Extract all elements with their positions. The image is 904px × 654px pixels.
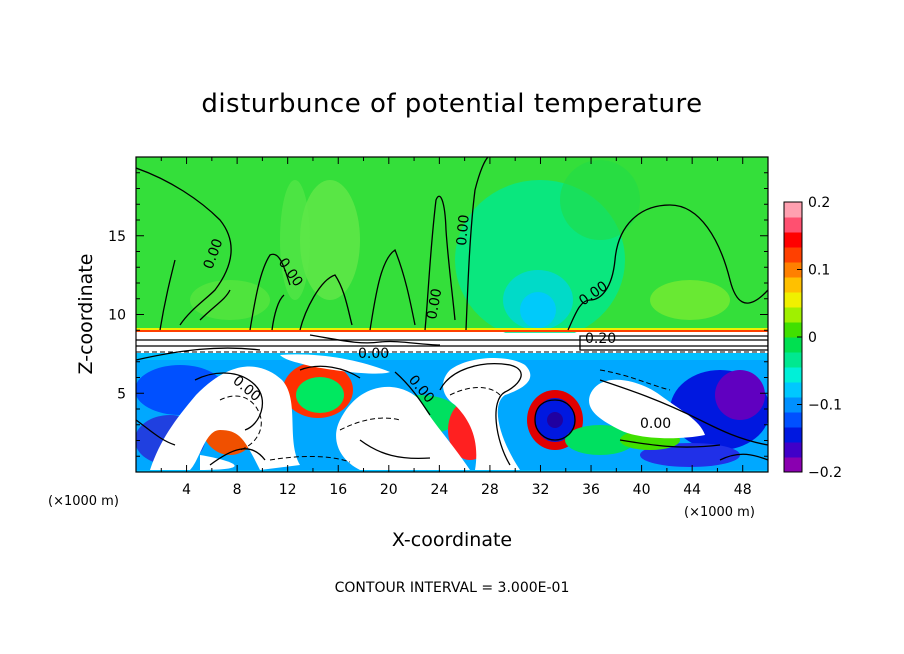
x-tick-label: 28 [481, 482, 499, 498]
x-tick-label: 40 [633, 482, 651, 498]
colorbar-tick-label: 0.1 [808, 263, 830, 279]
colorbar-swatch [784, 427, 802, 443]
colorbar-swatch [784, 412, 802, 428]
colorbar-tick-label: −0.1 [808, 398, 842, 414]
colorbar-swatch [784, 277, 802, 293]
contour-label: 0.00 [358, 346, 389, 362]
x-tick-label: 36 [582, 482, 600, 498]
x-tick-label: 16 [329, 482, 347, 498]
colorbar-swatch [784, 442, 802, 458]
x-tick-label: 4 [182, 482, 191, 498]
z-tick-label: 5 [117, 386, 126, 402]
colorbar [783, 201, 803, 473]
colorbar-swatch [784, 367, 802, 383]
colorbar-swatch [784, 457, 802, 473]
x-tick-label: 44 [683, 482, 701, 498]
colorbar-swatch [784, 202, 802, 218]
colorbar-swatch [784, 382, 802, 398]
colorbar-tick-label: 0.2 [808, 195, 830, 211]
colorbar-ticks: 0.2 0.1 0 −0.1 −0.2 [797, 195, 842, 481]
chart-title: disturbunce of potential temperature [201, 89, 702, 119]
colorbar-swatch [784, 217, 802, 233]
x-axis: 4 8 12 16 20 24 28 32 36 40 44 48 [160, 157, 752, 498]
heatmap-field [136, 157, 768, 472]
colorbar-tick-label: −0.2 [808, 465, 842, 481]
contour-label: 0.00 [424, 287, 445, 320]
colorbar-swatch [784, 292, 802, 308]
x-tick-label: 12 [279, 482, 297, 498]
contour-lines [136, 157, 768, 466]
z-axis: 5 10 15 [108, 172, 768, 457]
contour-label: 0.20 [585, 331, 616, 347]
z-tick-label: 15 [108, 229, 126, 245]
x-tick-label: 24 [430, 482, 448, 498]
colorbar-swatch [784, 322, 802, 338]
x-left-unit-label: (×1000 m) [48, 494, 119, 509]
z-axis-label: Z-coordinate [75, 254, 97, 375]
x-tick-label: 20 [380, 482, 398, 498]
colorbar-swatch [784, 352, 802, 368]
x-right-unit-label: (×1000 m) [684, 505, 755, 520]
colorbar-swatch [784, 232, 802, 248]
colorbar-swatch [784, 307, 802, 323]
z-tick-label: 10 [108, 308, 126, 324]
x-tick-label: 32 [532, 482, 550, 498]
colorbar-swatch [784, 397, 802, 413]
x-tick-label: 48 [734, 482, 752, 498]
x-tick-label: 8 [233, 482, 242, 498]
contour-label: 0.00 [640, 416, 671, 432]
colorbar-swatch [784, 337, 802, 353]
colorbar-swatch [784, 262, 802, 278]
contour-lines-dashed [136, 351, 768, 463]
x-axis-label: X-coordinate [392, 529, 512, 551]
colorbar-swatch [784, 247, 802, 263]
colorbar-tick-label: 0 [808, 330, 817, 346]
contour-label: 0.00 [454, 214, 473, 246]
contour-interval-note: CONTOUR INTERVAL = 3.000E-01 [335, 580, 570, 596]
